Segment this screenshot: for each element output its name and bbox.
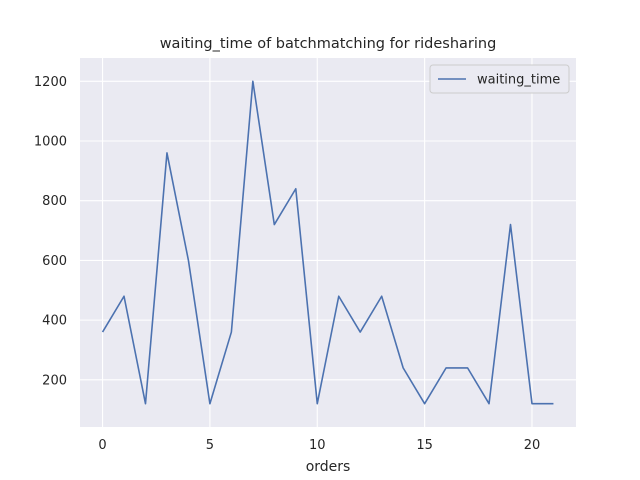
y-tick-label: 600 — [42, 254, 67, 269]
x-tick-label: 0 — [98, 438, 106, 453]
legend-box — [429, 64, 570, 94]
plot-area — [80, 58, 576, 427]
x-tick-label: 5 — [206, 438, 214, 453]
y-tick-label: 1200 — [34, 75, 67, 90]
x-tick-labels: 0 5 10 15 20 — [98, 438, 540, 453]
y-tick-label: 1000 — [34, 134, 67, 149]
legend-label-waiting-time: waiting_time — [477, 73, 560, 88]
series-line-waiting-time — [101, 80, 554, 405]
legend: waiting_time — [429, 64, 570, 94]
x-tick-label: 15 — [416, 438, 433, 453]
x-axis-label: orders — [306, 459, 351, 475]
x-tick-label: 20 — [524, 438, 541, 453]
y-tick-label: 800 — [42, 194, 67, 209]
grid-lines — [80, 58, 576, 427]
x-tick-label: 10 — [309, 438, 326, 453]
y-tick-label: 400 — [42, 314, 67, 329]
y-tick-labels: 200 400 600 800 1000 1200 — [34, 75, 67, 389]
series-layer — [101, 80, 554, 405]
y-tick-label: 200 — [42, 373, 67, 388]
chart-title: waiting_time of batchmatching for ridesh… — [160, 36, 497, 52]
